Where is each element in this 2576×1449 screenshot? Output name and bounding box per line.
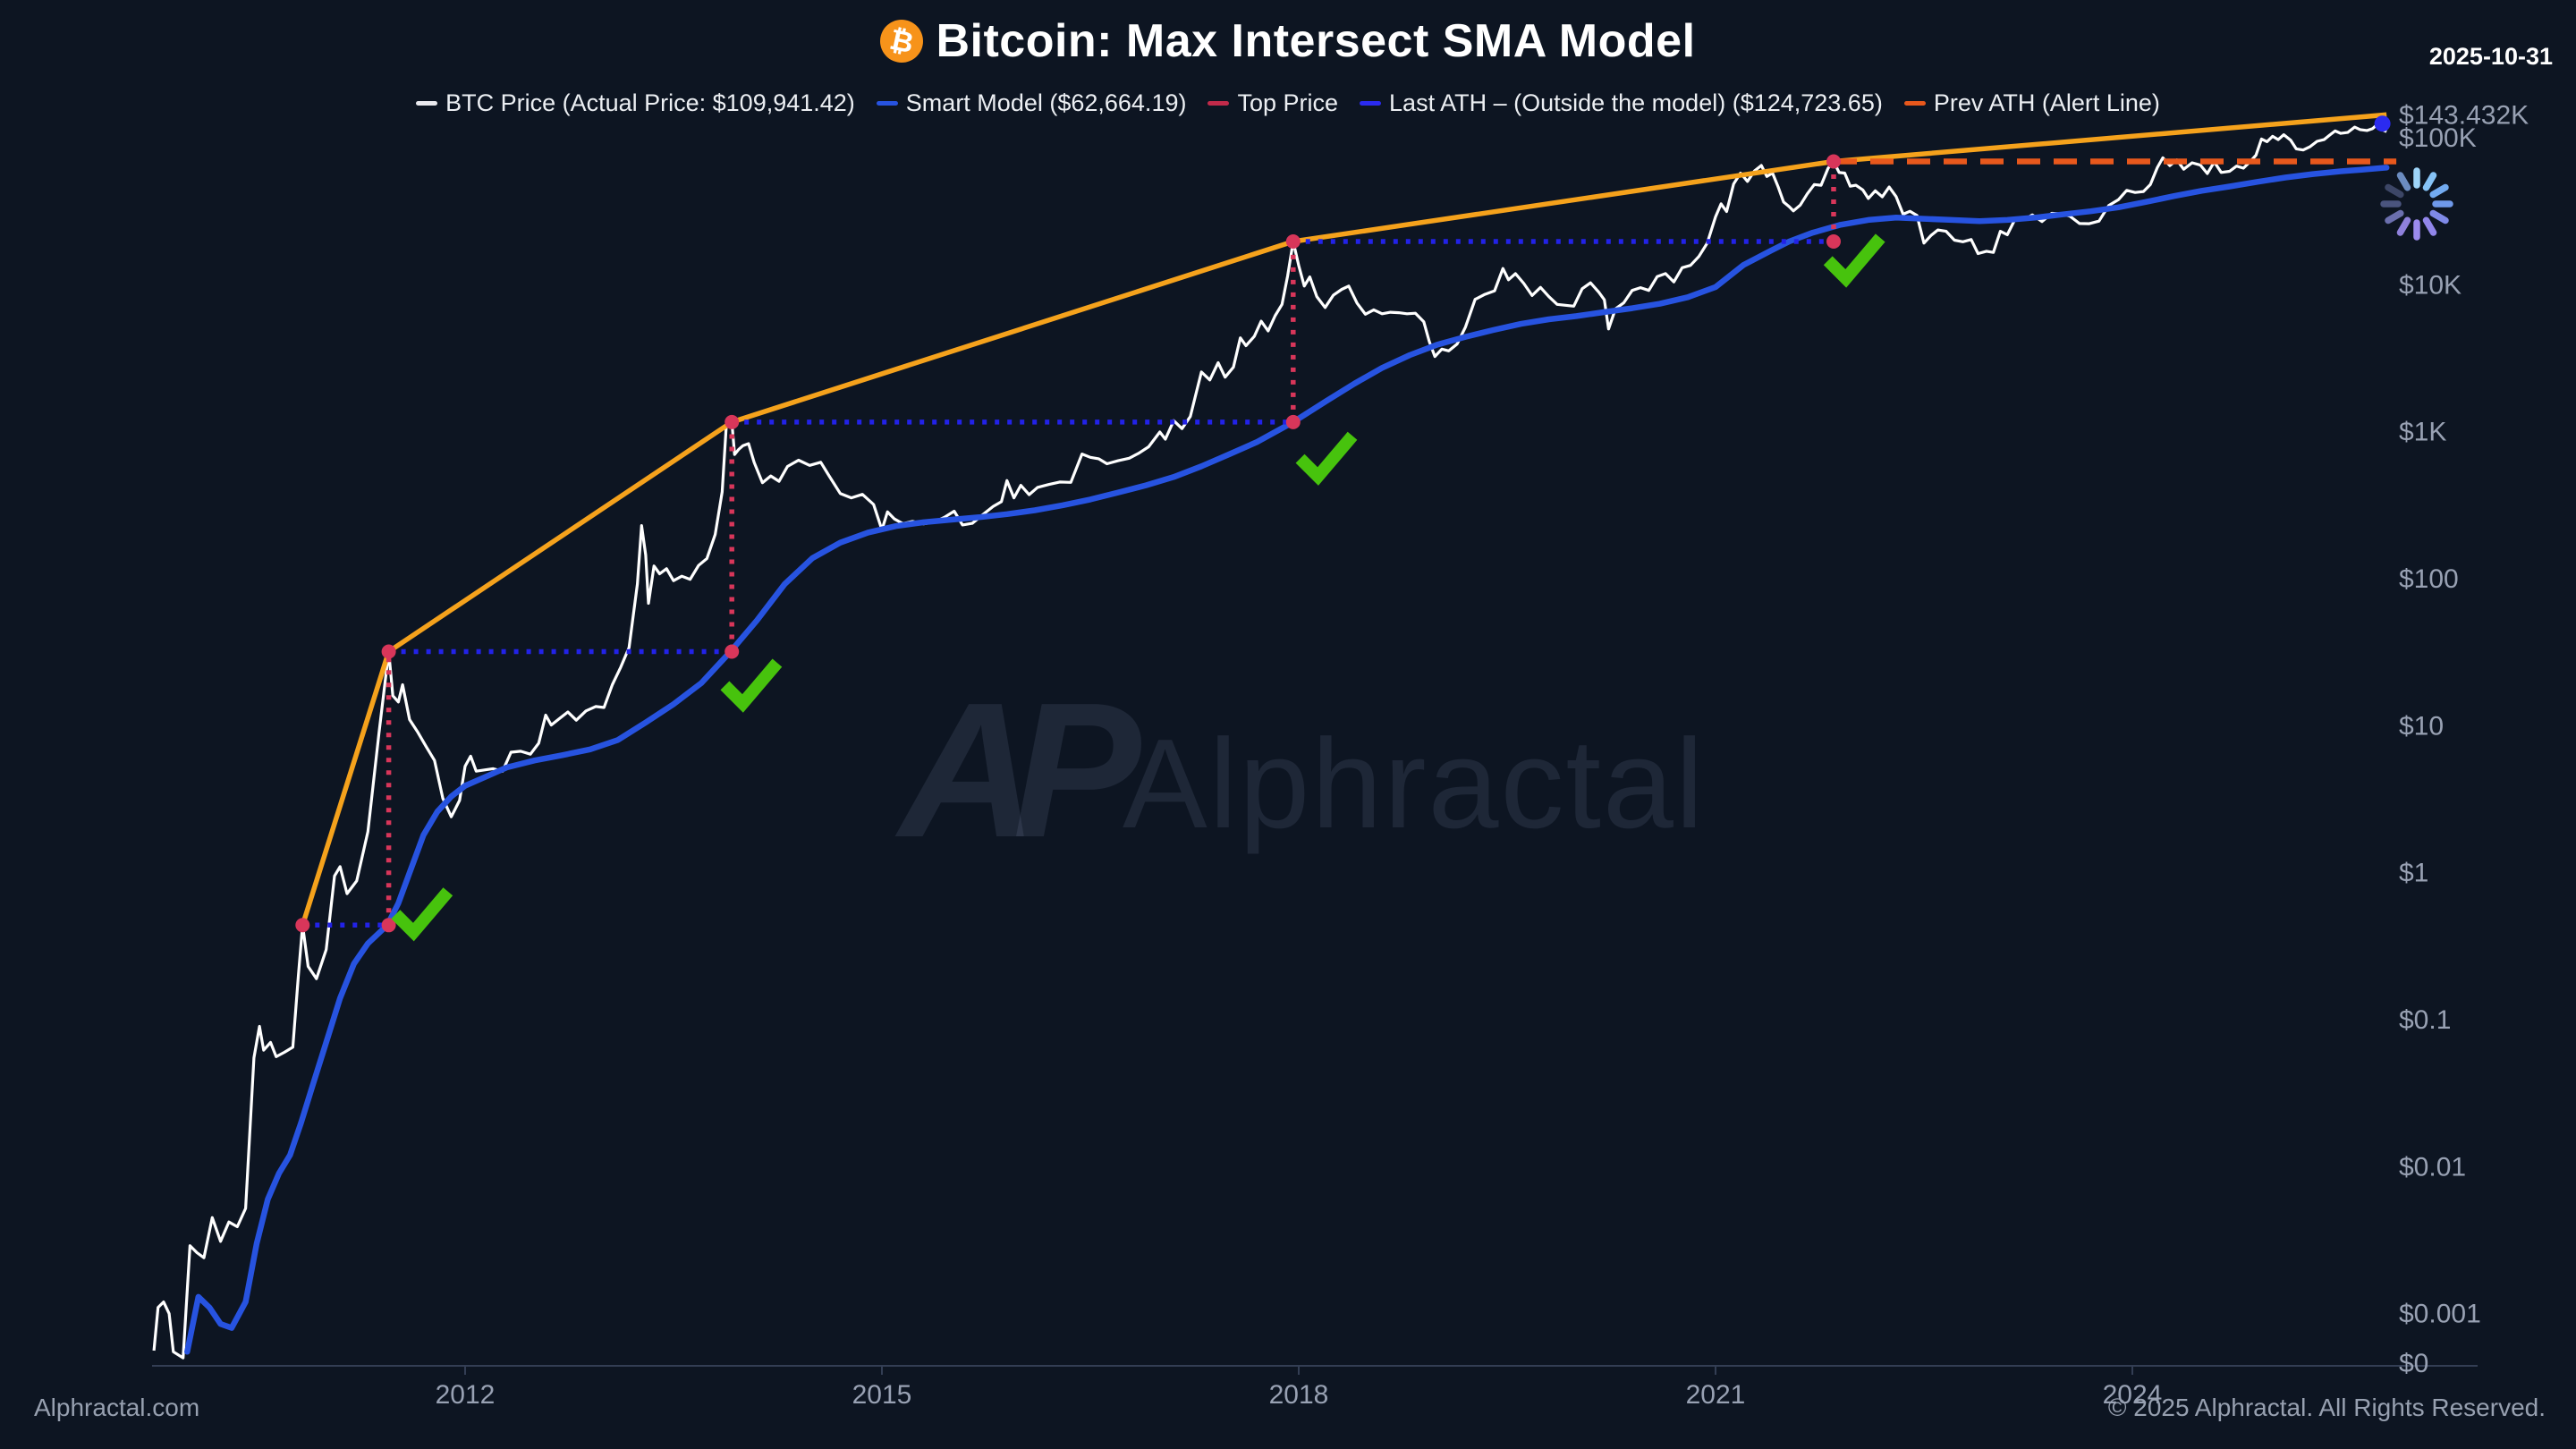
x-axis-label: 2015 — [852, 1380, 912, 1410]
legend-label: Last ATH – (Outside the model) ($124,723… — [1389, 89, 1883, 116]
top-price-line — [300, 112, 2387, 927]
x-axis-label: 2021 — [1686, 1380, 1746, 1410]
top-price-dot — [724, 414, 740, 429]
page-header: ₿ Bitcoin: Max Intersect SMA Model — [0, 14, 2576, 68]
legend-swatch-icon — [1903, 101, 1926, 106]
chart-legend: BTC Price (Actual Price: $109,941.42) Sma… — [0, 89, 2576, 117]
top-price-dot — [1826, 154, 1841, 169]
top-price-dot — [381, 918, 396, 933]
checkmark-icon — [1295, 431, 1358, 486]
x-axis: 2012 2015 2018 2021 2024 — [152, 1365, 2478, 1410]
legend-item-2: Top Price — [1208, 89, 1338, 117]
legend-swatch-icon — [416, 101, 438, 106]
chart-date: 2025-10-31 — [2428, 43, 2553, 70]
y-axis-label: $143.432K — [2399, 100, 2529, 130]
legend-label: Smart Model ($62,664.19) — [905, 89, 1187, 116]
y-axis-label: $0.01 — [2399, 1152, 2466, 1182]
watermark: AP Alphractal — [894, 662, 1705, 877]
watermark-text: Alphractal — [1123, 713, 1705, 855]
legend-item-4: Prev ATH (Alert Line) — [1903, 89, 2160, 117]
watermark-logo-icon: AP — [894, 662, 1141, 877]
y-axis-label: $1 — [2399, 859, 2428, 888]
smart-model-line — [184, 165, 2390, 1355]
y-axis-label: $0.1 — [2399, 1005, 2451, 1035]
top-price-dot — [724, 644, 740, 659]
legend-swatch-icon — [876, 101, 898, 106]
checkmark-icon — [720, 658, 783, 713]
loading-spinner-icon — [2380, 167, 2453, 241]
footer-copyright: © 2025 Alphractal. All Rights Reserved. — [2107, 1394, 2546, 1421]
y-axis-label: $0.001 — [2399, 1300, 2481, 1329]
bitcoin-icon: ₿ — [880, 20, 924, 63]
y-axis-label: $10 — [2399, 711, 2444, 741]
legend-item-3: Last ATH – (Outside the model) ($124,723… — [1360, 89, 1883, 117]
top-price-dot — [1826, 234, 1841, 249]
footer-site-link: Alphractal.com — [34, 1394, 200, 1421]
top-price-dot — [1285, 414, 1301, 429]
y-axis-label: $10K — [2399, 270, 2462, 300]
x-axis-label: 2024 — [2103, 1380, 2163, 1410]
x-axis-label: 2012 — [436, 1380, 496, 1410]
legend-label: Top Price — [1237, 89, 1339, 116]
legend-label: Prev ATH (Alert Line) — [1933, 89, 2160, 116]
x-axis-label: 2018 — [1269, 1380, 1329, 1410]
checkmark-icon — [1823, 233, 1885, 288]
top-price-dot — [381, 644, 396, 659]
page-title: Bitcoin: Max Intersect SMA Model — [936, 15, 1696, 67]
top-price-dot — [1285, 234, 1301, 249]
last-ath-point-dot — [2374, 115, 2391, 132]
y-axis-label: $100K — [2399, 123, 2477, 153]
legend-swatch-icon — [1360, 101, 1382, 106]
y-axis: $143.432K$100K $10K $1K $100 $10 $1 $0.1 $0.01 $… — [2399, 100, 2529, 1378]
y-axis-label: $100 — [2399, 564, 2459, 594]
legend-label: BTC Price (Actual Price: $109,941.42) — [445, 89, 855, 116]
top-price-dot — [295, 918, 310, 933]
legend-item-1: Smart Model ($62,664.19) — [876, 89, 1187, 117]
legend-item-0: BTC Price (Actual Price: $109,941.42) — [416, 89, 855, 117]
checkmark-icon — [391, 887, 453, 942]
legend-swatch-icon — [1208, 101, 1230, 106]
y-axis-label: $1K — [2399, 418, 2446, 447]
y-axis-label: $0 — [2399, 1349, 2428, 1378]
